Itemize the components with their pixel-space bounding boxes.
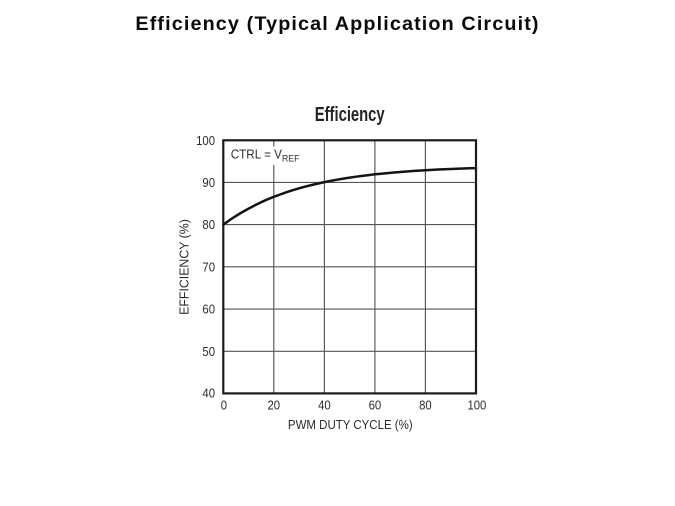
svg-text:Efficiency: Efficiency	[315, 103, 385, 126]
svg-text:80: 80	[419, 398, 432, 413]
svg-text:40: 40	[318, 398, 331, 413]
svg-text:PWM DUTY CYCLE (%): PWM DUTY CYCLE (%)	[288, 417, 413, 432]
svg-text:Efficiency (Typical Applicatio: Efficiency (Typical Application Circuit)	[135, 13, 539, 35]
svg-text:100: 100	[196, 133, 215, 148]
svg-text:100: 100	[467, 398, 486, 413]
svg-text:60: 60	[202, 302, 215, 317]
svg-text:40: 40	[202, 386, 215, 401]
svg-text:0: 0	[221, 398, 228, 413]
svg-text:EFFICIENCY (%): EFFICIENCY (%)	[176, 219, 191, 315]
svg-text:20: 20	[267, 398, 280, 413]
svg-text:60: 60	[369, 398, 382, 413]
svg-text:70: 70	[202, 260, 215, 275]
svg-text:50: 50	[202, 344, 215, 359]
svg-text:90: 90	[202, 175, 215, 190]
svg-text:80: 80	[202, 218, 215, 233]
